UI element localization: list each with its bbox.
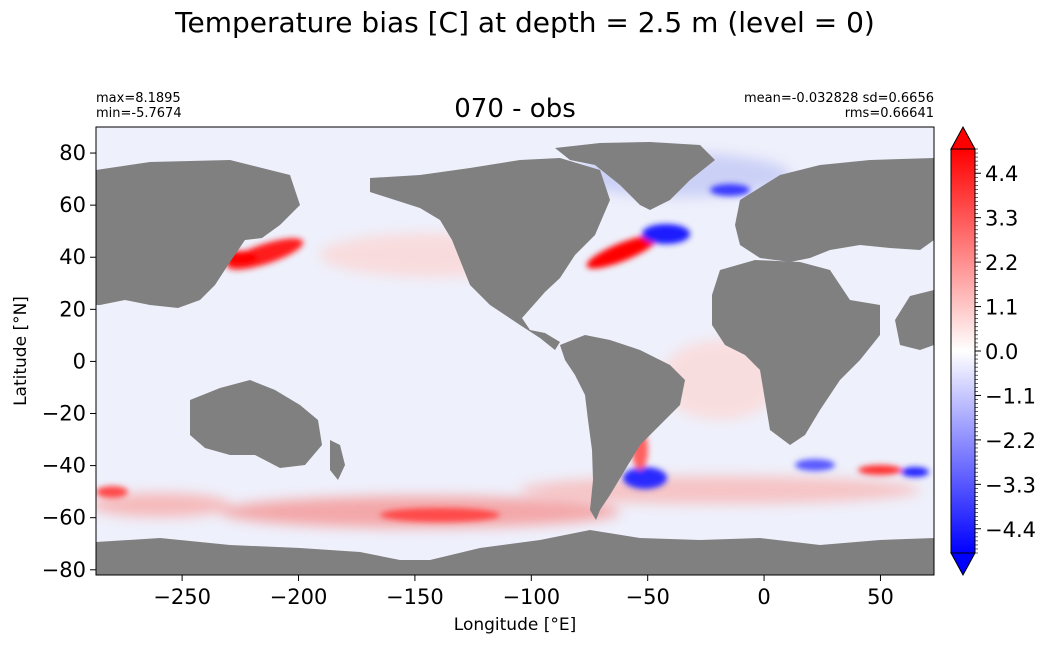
colorbar-tick-label: 0.0 xyxy=(985,340,1018,364)
x-tick-label: −150 xyxy=(386,585,444,609)
colorbar-tick-label: 1.1 xyxy=(985,296,1018,320)
y-tick-label: −60 xyxy=(42,506,86,530)
land-north-america xyxy=(370,158,610,350)
colorbar-tick-label: 3.3 xyxy=(985,207,1018,231)
land-europe-west xyxy=(895,290,934,350)
colorbar-tick-label: −2.2 xyxy=(985,429,1036,453)
figure-suptitle: Temperature bias [C] at depth = 2.5 m (l… xyxy=(175,6,875,39)
land-masses xyxy=(96,142,934,575)
land-antarctica xyxy=(96,530,934,575)
colorbar: 4.4 3.3 2.2 1.1 0.0 −1.1 −2.2 −3.3 −4.4 xyxy=(950,125,1036,577)
colorbar-tick-label: 4.4 xyxy=(985,162,1018,186)
y-tick-label: 80 xyxy=(59,141,86,165)
y-tick-label: 20 xyxy=(59,297,86,321)
colorbar-body xyxy=(950,148,976,554)
colorbar-minor-ticks xyxy=(975,148,978,554)
panel-title: 070 - obs xyxy=(454,94,576,124)
land-south-america xyxy=(560,335,685,520)
y-tick-label: 60 xyxy=(59,193,86,217)
y-tick-label: −80 xyxy=(42,558,86,582)
land-africa xyxy=(712,260,880,445)
stats-left: max=8.1895 min=-5.7674 xyxy=(96,91,182,121)
colorbar-tick-label: 2.2 xyxy=(985,251,1018,275)
y-tick-label: 40 xyxy=(59,245,86,269)
x-tick-label: 0 xyxy=(757,585,770,609)
stat-min: min=-5.7674 xyxy=(96,106,182,121)
x-tick-label: −250 xyxy=(153,585,211,609)
y-tick-label: −40 xyxy=(42,454,86,478)
stat-rms: rms=0.66641 xyxy=(844,106,934,121)
plot-frame xyxy=(95,126,935,576)
stat-mean-sd: mean=-0.032828 sd=0.6656 xyxy=(743,91,934,106)
y-axis: 80 60 40 20 0 −20 −40 −60 −80 xyxy=(42,141,96,582)
gulf-stream-warm xyxy=(586,235,658,269)
land-eurasia-east xyxy=(735,158,934,262)
x-tick-label: −50 xyxy=(626,585,670,609)
colorbar-ticks: 4.4 3.3 2.2 1.1 0.0 −1.1 −2.2 −3.3 −4.4 xyxy=(975,162,1036,542)
colorbar-tick-label: −3.3 xyxy=(985,473,1036,497)
malvinas-cool xyxy=(623,467,667,489)
land-new-zealand xyxy=(330,440,345,480)
southern-ocean-warm-band-west xyxy=(96,493,230,517)
x-tick-label: −100 xyxy=(502,585,560,609)
colorbar-tick-label: −1.1 xyxy=(985,384,1036,408)
map-plot-area xyxy=(96,127,934,575)
colorbar-extend-max xyxy=(950,125,976,150)
agulhas-cool xyxy=(795,459,835,471)
x-axis-label: Longitude [°E] xyxy=(454,615,576,635)
y-tick-label: −20 xyxy=(42,402,86,426)
land-greenland xyxy=(555,142,715,210)
y-tick-label: 0 xyxy=(73,349,86,373)
y-axis-label: Latitude [°N] xyxy=(11,296,31,406)
stats-right: mean=-0.032828 sd=0.6656 rms=0.66641 xyxy=(744,91,934,121)
x-axis: −250 −200 −150 −100 −50 0 50 xyxy=(153,575,894,609)
west-edge-warm xyxy=(96,486,128,498)
indian-sector-warm xyxy=(858,465,902,475)
indian-sector-cool xyxy=(901,467,929,477)
north-atlantic-cool xyxy=(642,224,690,244)
south-atlantic-warm-band xyxy=(520,476,920,504)
x-tick-label: 50 xyxy=(867,585,894,609)
labrador-cool xyxy=(710,184,750,196)
land-australia xyxy=(190,380,322,468)
stat-max: max=8.1895 xyxy=(96,91,181,106)
land-asia-west xyxy=(96,160,300,308)
x-tick-label: −200 xyxy=(270,585,328,609)
colorbar-extend-min xyxy=(950,552,976,577)
southern-warm-core xyxy=(380,508,500,522)
colorbar-tick-label: −4.4 xyxy=(985,518,1036,542)
